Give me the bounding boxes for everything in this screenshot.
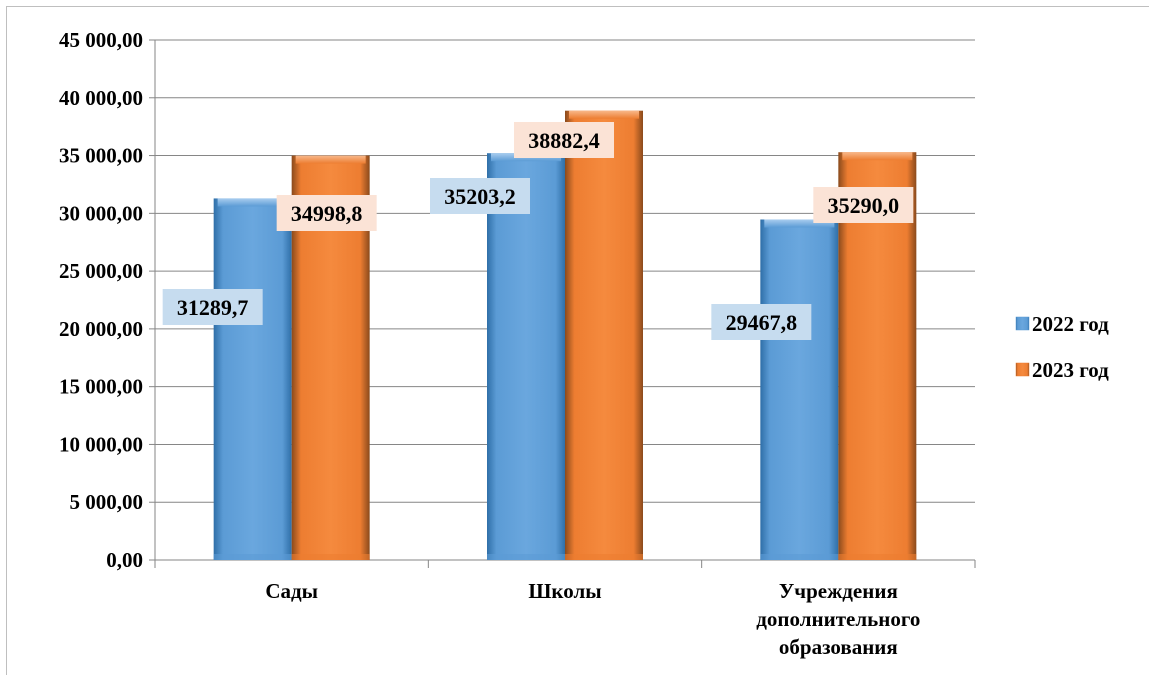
y-tick-label: 35 000,00	[59, 144, 143, 168]
bar-top-bevel	[217, 198, 288, 207]
y-tick-label: 30 000,00	[59, 201, 143, 225]
bar-base-bevel	[213, 554, 292, 560]
bar-top-bevel	[295, 155, 366, 164]
y-tick-label: 40 000,00	[59, 86, 143, 110]
bar-base-bevel	[760, 554, 839, 560]
chart-frame	[6, 6, 1149, 675]
y-tick-label: 45 000,00	[59, 28, 143, 52]
legend-swatch	[1015, 316, 1030, 331]
x-tick-label: Учреждения	[779, 579, 898, 603]
x-tick-label: образования	[779, 635, 898, 659]
bar	[213, 198, 292, 561]
bar-base-bevel	[565, 554, 643, 560]
data-label-box	[711, 304, 812, 340]
legend-swatch	[1015, 362, 1030, 377]
bar-top-bevel	[842, 152, 913, 161]
data-label-box	[430, 178, 530, 214]
data-label-box	[514, 122, 614, 158]
axes: 0,00 5 000,00 10 000,00 15 000,00 20 000,00 2…	[59, 28, 976, 659]
bar-base-bevel	[291, 554, 370, 560]
data-label: 31289,7	[177, 295, 249, 320]
y-tick-label: 25 000,00	[59, 259, 143, 283]
data-label: 35290,0	[828, 193, 900, 218]
data-labels: 31289,7 35203,2 29467,8 34998,8 38882,4 35290…	[162, 122, 914, 340]
data-label: 34998,8	[291, 201, 363, 226]
data-label-box	[162, 289, 263, 325]
y-tick-label: 15 000,00	[59, 375, 143, 399]
y-tick-label: 10 000,00	[59, 432, 143, 456]
legend: 2022 год 2023 год	[1015, 312, 1109, 382]
x-tick-label: Сады	[265, 579, 318, 603]
legend-label: 2023 год	[1032, 358, 1109, 382]
x-tick-label: Школы	[528, 579, 601, 603]
data-label: 29467,8	[726, 310, 798, 335]
bar	[565, 110, 643, 561]
legend-label: 2022 год	[1032, 312, 1109, 336]
y-tick-label: 20 000,00	[59, 317, 143, 341]
data-label: 38882,4	[528, 128, 600, 153]
bar-base-bevel	[838, 554, 917, 560]
data-label: 35203,2	[444, 184, 516, 209]
bar	[760, 219, 839, 560]
bar-top-bevel	[764, 219, 835, 228]
y-tick-label: 0,00	[106, 548, 143, 572]
y-tick-label: 5 000,00	[70, 490, 144, 514]
bar-base-bevel	[487, 554, 565, 560]
data-label-box	[276, 195, 377, 231]
bar-top-bevel	[569, 110, 639, 119]
bar	[487, 153, 565, 561]
data-label-box	[813, 187, 914, 223]
x-tick-label: дополнительного	[756, 607, 920, 631]
